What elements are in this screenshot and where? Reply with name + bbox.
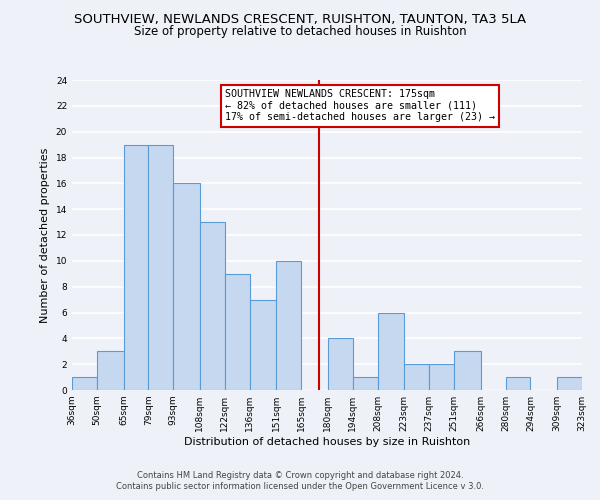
Bar [557, 377, 582, 390]
Bar [506, 377, 530, 390]
Text: Contains HM Land Registry data © Crown copyright and database right 2024.: Contains HM Land Registry data © Crown c… [137, 471, 463, 480]
Text: SOUTHVIEW NEWLANDS CRESCENT: 175sqm
← 82% of detached houses are smaller (111)
1: SOUTHVIEW NEWLANDS CRESCENT: 175sqm ← 82… [225, 90, 495, 122]
Bar [429, 364, 454, 390]
Bar [353, 377, 377, 390]
Text: Size of property relative to detached houses in Ruishton: Size of property relative to detached ho… [134, 25, 466, 38]
Bar [454, 351, 481, 390]
Bar [148, 144, 173, 390]
Bar [97, 351, 124, 390]
Text: SOUTHVIEW, NEWLANDS CRESCENT, RUISHTON, TAUNTON, TA3 5LA: SOUTHVIEW, NEWLANDS CRESCENT, RUISHTON, … [74, 12, 526, 26]
Bar [124, 144, 148, 390]
Bar [404, 364, 429, 390]
Y-axis label: Number of detached properties: Number of detached properties [40, 148, 50, 322]
Bar [200, 222, 225, 390]
X-axis label: Distribution of detached houses by size in Ruishton: Distribution of detached houses by size … [184, 437, 470, 447]
Bar [225, 274, 250, 390]
Text: Contains public sector information licensed under the Open Government Licence v : Contains public sector information licen… [116, 482, 484, 491]
Bar [173, 184, 200, 390]
Bar [377, 312, 404, 390]
Bar [277, 261, 301, 390]
Bar [72, 377, 97, 390]
Bar [328, 338, 353, 390]
Bar [250, 300, 277, 390]
